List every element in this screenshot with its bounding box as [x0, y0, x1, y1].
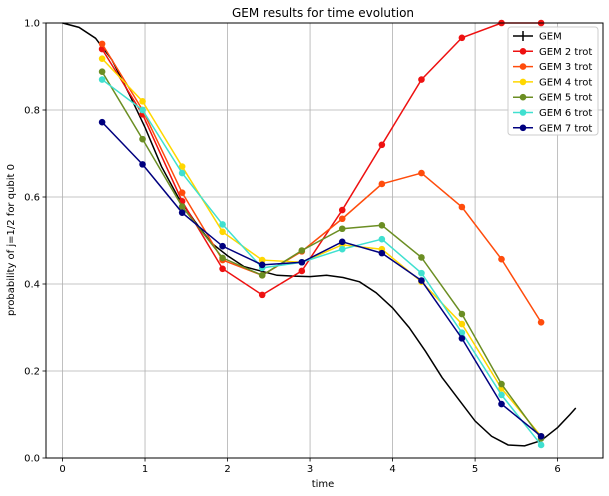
y-tick-label: 1.0	[24, 19, 40, 30]
x-tick-label: 5	[472, 464, 478, 475]
y-tick-label: 0.6	[24, 193, 40, 204]
x-tick-label: 2	[224, 464, 230, 475]
data-point-gem-7-trot	[537, 432, 545, 440]
legend-label: GEM 6 trot	[539, 108, 592, 119]
data-point-gem-5-trot	[458, 310, 466, 318]
data-point-gem-7-trot	[338, 238, 346, 246]
axes-frame	[45, 22, 604, 459]
legend-label: GEM 3 trot	[539, 62, 592, 73]
data-point-gem-3-trot	[418, 169, 425, 177]
data-point-gem-7-trot	[219, 242, 226, 250]
data-point-gem-4-trot	[178, 163, 186, 170]
data-point-gem-4-trot	[139, 98, 146, 105]
y-tick-label: 0.4	[24, 280, 40, 291]
y-tick-label: 0.0	[24, 454, 40, 465]
legend-marker	[519, 63, 527, 70]
data-point-gem-4-trot	[98, 55, 106, 62]
x-axis-label: time	[312, 479, 335, 490]
legend-label: GEM 7 trot	[539, 123, 592, 134]
series-line-gem-2-trot	[101, 22, 542, 296]
y-tick-label: 0.2	[24, 367, 40, 378]
data-point-gem-3-trot	[537, 318, 545, 326]
legend-marker	[519, 124, 527, 132]
data-point-gem-3-trot	[458, 203, 466, 211]
chart-title: GEM results for time evolution	[232, 6, 414, 20]
series-line-gem-5-trot	[101, 71, 542, 439]
y-tick-label: 0.8	[24, 106, 40, 117]
data-point-gem-5-trot	[139, 135, 146, 143]
data-point-gem-6-trot	[338, 245, 346, 253]
data-point-gem-2-trot	[258, 291, 266, 299]
data-point-gem-2-trot	[298, 267, 306, 275]
legend-label: GEM 4 trot	[539, 77, 592, 88]
data-point-gem-2-trot	[338, 206, 346, 214]
data-point-gem-6-trot	[458, 329, 466, 337]
axis-ticks: 0 1 2 3 4 5 6 0.0 0.2 0.4 0.6 0.8 1.0	[24, 19, 561, 476]
data-point-gem-6-trot	[418, 269, 425, 277]
data-point-gem-3-trot	[338, 215, 346, 223]
data-point-gem-5-trot	[258, 272, 266, 279]
legend: GEM GEM 2 trot GEM 3 trot GEM 4 trot GEM 5 t…	[507, 26, 599, 136]
x-tick-label: 3	[307, 464, 313, 475]
data-point-gem-6-trot	[378, 235, 386, 243]
data-point-gem-2-trot	[458, 34, 466, 42]
legend-marker	[519, 48, 527, 55]
data-point-gem-4-trot	[458, 320, 466, 328]
data-point-gem-6-trot	[98, 76, 106, 83]
data-point-gem-7-trot	[139, 161, 146, 168]
series-line-gem-6-trot	[101, 78, 542, 446]
data-point-gem-5-trot	[98, 68, 106, 76]
data-point-gem-2-trot	[219, 265, 226, 273]
data-point-gem-3-trot	[178, 189, 186, 196]
legend-marker	[519, 93, 527, 101]
x-tick-label: 1	[142, 464, 148, 475]
data-point-gem-3-trot	[498, 255, 505, 263]
data-point-gem-5-trot	[178, 203, 186, 210]
data-point-gem-6-trot	[219, 221, 226, 228]
x-tick-label: 0	[59, 464, 65, 475]
legend-label: GEM	[539, 32, 562, 43]
series-line-gem-3-trot	[101, 43, 542, 323]
data-point-gem-6-trot	[178, 169, 186, 177]
data-point-gem-7-trot	[298, 258, 306, 266]
data-point-gem-4-trot	[258, 256, 266, 264]
data-point-gem-3-trot	[378, 180, 386, 188]
data-point-gem-5-trot	[298, 247, 306, 254]
data-point-gem-7-trot	[178, 209, 186, 216]
series-line-gem	[62, 22, 577, 447]
data-point-gem-7-trot	[258, 261, 266, 269]
data-point-gem-5-trot	[378, 221, 386, 229]
series-line-gem-4-trot	[101, 58, 542, 437]
data-point-gem-5-trot	[219, 254, 226, 262]
data-point-gem-7-trot	[418, 277, 425, 284]
data-point-gem-7-trot	[498, 400, 505, 408]
data-point-gem-5-trot	[338, 225, 346, 233]
legend-box	[507, 26, 599, 136]
legend-label: GEM 5 trot	[539, 93, 592, 104]
data-point-gem-4-trot	[219, 228, 226, 236]
legend-label: GEM 2 trot	[539, 47, 592, 58]
data-point-gem-3-trot	[98, 40, 106, 48]
series-layer	[62, 19, 577, 449]
x-tick-label: 6	[554, 464, 560, 475]
legend-marker	[519, 78, 527, 86]
series-line-gem-7-trot	[101, 121, 542, 437]
data-point-gem-7-trot	[458, 335, 466, 342]
data-point-gem-5-trot	[498, 380, 505, 388]
data-point-gem-6-trot	[498, 391, 505, 399]
data-point-gem-6-trot	[139, 106, 146, 114]
data-point-gem-6-trot	[537, 441, 545, 449]
data-point-gem-7-trot	[98, 118, 106, 126]
x-tick-label: 4	[389, 464, 395, 475]
data-point-gem-5-trot	[418, 254, 425, 261]
legend-marker	[519, 109, 527, 116]
data-point-gem-2-trot	[378, 141, 386, 149]
data-point-gem-7-trot	[378, 249, 386, 257]
data-point-gem-2-trot	[418, 76, 425, 83]
y-axis-label: probability of j=1/2 for qubit 0	[6, 164, 17, 316]
